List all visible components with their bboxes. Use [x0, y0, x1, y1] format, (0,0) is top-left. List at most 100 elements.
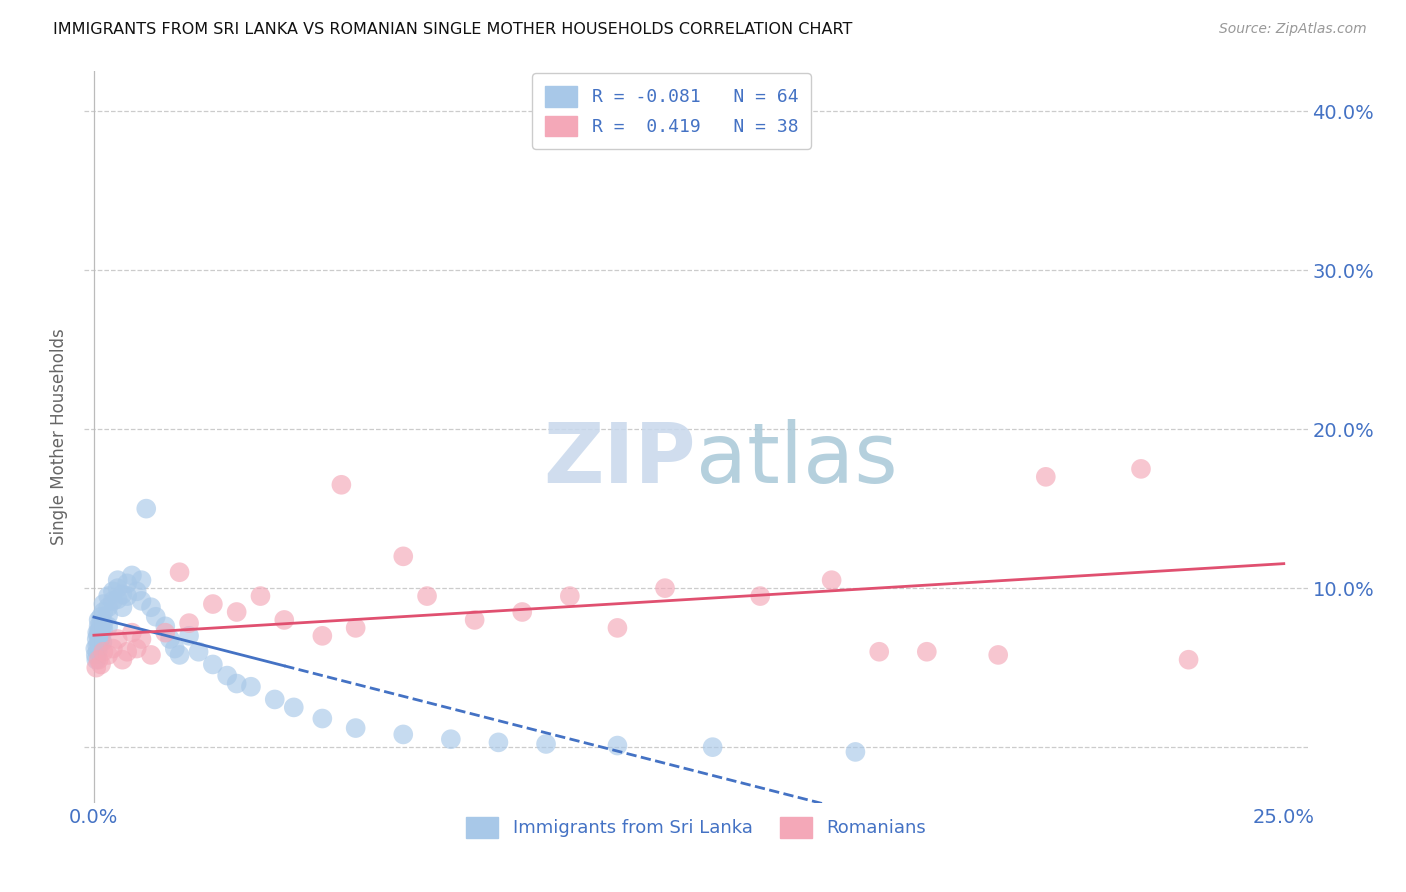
Point [330, 477, 353, 491]
Point [464, 613, 486, 627]
Point [239, 680, 262, 694]
Point [1177, 653, 1199, 667]
Point [90, 609, 112, 624]
Point [90, 632, 112, 646]
Point [86, 625, 108, 640]
Point [201, 597, 224, 611]
Text: IMMIGRANTS FROM SRI LANKA VS ROMANIAN SINGLE MOTHER HOUSEHOLDS CORRELATION CHART: IMMIGRANTS FROM SRI LANKA VS ROMANIAN SI… [53, 22, 853, 37]
Point [101, 594, 124, 608]
Point [273, 613, 295, 627]
Point [84, 648, 107, 662]
Point [606, 621, 628, 635]
Point [155, 619, 177, 633]
Point [111, 653, 134, 667]
Point [107, 573, 129, 587]
Point [86, 632, 108, 646]
Point [97, 648, 120, 662]
Point [868, 645, 890, 659]
Point [84, 660, 107, 674]
Point [311, 629, 333, 643]
Point [97, 589, 120, 603]
Point [131, 573, 153, 587]
Point [90, 657, 112, 672]
Text: atlas: atlas [696, 418, 897, 500]
Point [169, 648, 191, 662]
Point [87, 625, 110, 640]
Point [225, 676, 247, 690]
Y-axis label: Single Mother Households: Single Mother Households [51, 329, 69, 545]
Point [283, 700, 305, 714]
Point [93, 645, 115, 659]
Text: Source: ZipAtlas.com: Source: ZipAtlas.com [1219, 22, 1367, 37]
Point [1130, 462, 1153, 476]
Point [93, 623, 115, 637]
Point [121, 625, 143, 640]
Point [89, 637, 111, 651]
Point [115, 589, 138, 603]
Point [101, 584, 124, 599]
Point [84, 653, 107, 667]
Point [820, 573, 842, 587]
Point [187, 645, 209, 659]
Point [155, 625, 177, 640]
Point [101, 641, 124, 656]
Point [97, 619, 120, 633]
Text: ZIP: ZIP [544, 418, 696, 500]
Point [86, 645, 108, 659]
Point [654, 581, 676, 595]
Point [125, 584, 148, 599]
Point [392, 549, 415, 564]
Point [90, 629, 112, 643]
Point [702, 740, 724, 755]
Point [115, 645, 138, 659]
Point [93, 616, 115, 631]
Point [169, 566, 191, 580]
Point [97, 600, 120, 615]
Point [93, 605, 115, 619]
Point [111, 600, 134, 615]
Point [87, 613, 110, 627]
Point [488, 735, 510, 749]
Point [177, 629, 200, 643]
Point [416, 589, 439, 603]
Point [263, 692, 285, 706]
Point [111, 587, 134, 601]
Point [107, 632, 129, 646]
Point [87, 629, 110, 643]
Point [177, 616, 200, 631]
Point [225, 605, 247, 619]
Point [440, 732, 463, 747]
Point [121, 568, 143, 582]
Point [558, 589, 581, 603]
Point [987, 648, 1010, 662]
Point [163, 641, 186, 656]
Point [392, 727, 415, 741]
Point [87, 653, 110, 667]
Point [135, 501, 157, 516]
Point [1035, 470, 1057, 484]
Legend: Immigrants from Sri Lanka, Romanians: Immigrants from Sri Lanka, Romanians [454, 806, 938, 848]
Point [131, 632, 153, 646]
Point [344, 721, 367, 735]
Point [139, 648, 162, 662]
Point [534, 737, 557, 751]
Point [201, 657, 224, 672]
Point [159, 632, 181, 646]
Point [107, 581, 129, 595]
Point [91, 621, 114, 635]
Point [844, 745, 866, 759]
Point [107, 592, 129, 607]
Point [311, 712, 333, 726]
Point [749, 589, 772, 603]
Point [249, 589, 271, 603]
Point [915, 645, 938, 659]
Point [115, 576, 138, 591]
Point [93, 597, 115, 611]
Point [87, 619, 110, 633]
Point [125, 641, 148, 656]
Point [84, 641, 107, 656]
Point [91, 635, 114, 649]
Point [97, 608, 120, 623]
Point [90, 616, 112, 631]
Point [86, 639, 108, 653]
